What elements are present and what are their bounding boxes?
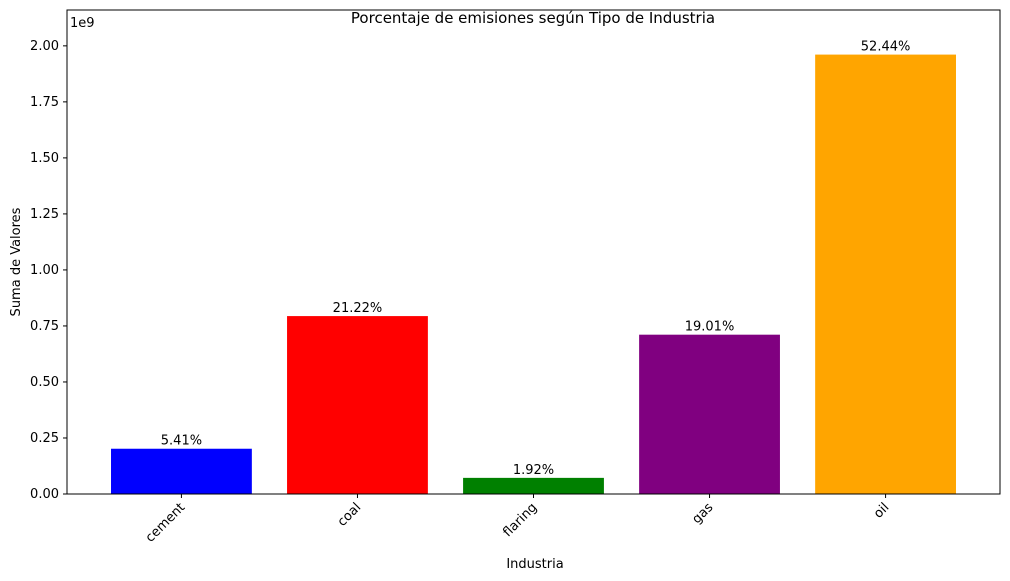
y-tick-label: 0.00	[30, 487, 59, 502]
chart-title: Porcentaje de emisiones según Tipo de In…	[351, 9, 715, 27]
y-tick-label: 0.50	[30, 375, 59, 390]
bar	[111, 448, 252, 494]
x-axis-label: Industria	[506, 557, 563, 572]
bar	[463, 477, 604, 494]
data-label: 19.01%	[685, 320, 735, 335]
y-axis-label: Suma de Valores	[9, 207, 24, 316]
bar	[287, 316, 428, 494]
bar	[639, 334, 780, 494]
y-tick-label: 0.25	[30, 431, 59, 446]
bar	[815, 54, 956, 495]
x-tick-label: cement	[143, 500, 188, 545]
y-tick-label: 1.50	[30, 151, 59, 166]
plot-area: 0.00 0.25 0.50 0.75 1.00 1.25 1.50 1.75 2.00 ceme…	[30, 39, 956, 546]
y-tick-label: 0.75	[30, 319, 59, 334]
data-label: 5.41%	[161, 434, 202, 449]
data-label: 1.92%	[513, 463, 554, 478]
y-tick-label: 1.75	[30, 95, 59, 110]
x-tick-label: oil	[871, 500, 892, 521]
axes-frame	[66, 9, 1001, 495]
y-tick-label: 1.00	[30, 263, 59, 278]
y-tick-label: 2.00	[30, 39, 59, 54]
axis-offset-label: 1e9	[70, 16, 95, 31]
x-tick-label: gas	[689, 500, 716, 527]
x-tick-label: coal	[335, 500, 364, 529]
y-tick-label: 1.25	[30, 207, 59, 222]
x-tick-label: flaring	[500, 500, 540, 540]
data-label: 21.22%	[333, 301, 383, 316]
data-label: 52.44%	[861, 40, 911, 55]
